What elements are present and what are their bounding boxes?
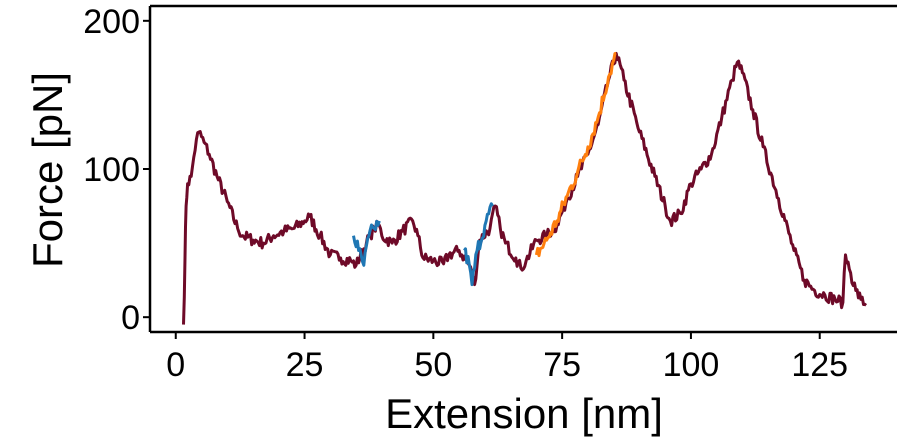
x-axis-label: Extension [nm] xyxy=(385,390,663,437)
series-line-highlight-3 xyxy=(536,53,616,255)
y-tick-label: 200 xyxy=(83,3,140,41)
plot-area xyxy=(184,53,867,324)
x-tick-label: 125 xyxy=(791,346,848,384)
y-tick-label: 0 xyxy=(121,299,140,337)
tick-labels: 0 25 50 75 100 125 0 100 200 xyxy=(83,3,848,384)
x-tick-label: 0 xyxy=(166,346,185,384)
axes xyxy=(143,6,897,339)
x-tick-label: 100 xyxy=(663,346,720,384)
x-tick-label: 25 xyxy=(286,346,324,384)
x-tick-label: 75 xyxy=(543,346,581,384)
x-tick-label: 50 xyxy=(414,346,452,384)
series-line-trace xyxy=(184,53,867,324)
y-tick-label: 100 xyxy=(83,151,140,189)
series-line-highlight-2 xyxy=(464,204,492,285)
y-axis-label: Force [pN] xyxy=(24,72,71,268)
